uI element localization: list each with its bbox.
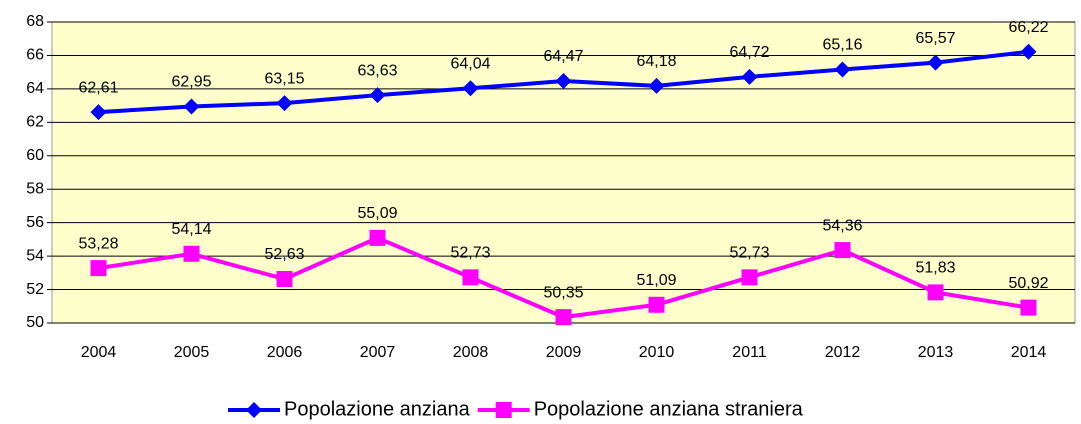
marker xyxy=(834,61,851,78)
legend-label: Popolazione anziana xyxy=(284,398,471,420)
marker xyxy=(369,87,386,104)
y-tick-label: 50 xyxy=(26,314,44,331)
data-label: 54,14 xyxy=(171,221,211,238)
data-label: 62,61 xyxy=(78,79,118,96)
data-label: 62,95 xyxy=(171,74,211,91)
marker xyxy=(927,284,944,301)
data-label: 53,28 xyxy=(78,235,118,252)
marker xyxy=(90,260,107,277)
x-tick-label: 2007 xyxy=(360,344,396,361)
data-label: 50,92 xyxy=(1008,275,1048,292)
data-label: 50,35 xyxy=(543,284,583,301)
legend-marker xyxy=(495,402,512,418)
marker xyxy=(555,309,572,326)
x-tick-label: 2013 xyxy=(918,344,954,361)
x-tick-label: 2006 xyxy=(267,344,303,361)
y-tick-label: 58 xyxy=(26,180,44,197)
y-tick-label: 64 xyxy=(26,80,44,97)
x-tick-label: 2004 xyxy=(81,344,117,361)
data-label: 65,16 xyxy=(822,37,862,54)
plot-area xyxy=(51,21,1076,324)
data-label: 52,73 xyxy=(450,245,490,262)
x-tick-label: 2008 xyxy=(453,344,489,361)
y-tick-label: 68 xyxy=(26,13,44,30)
marker xyxy=(927,54,944,71)
marker xyxy=(1020,43,1037,60)
x-tick-label: 2009 xyxy=(546,344,582,361)
marker xyxy=(183,245,200,262)
x-tick-label: 2005 xyxy=(174,344,210,361)
data-label: 64,72 xyxy=(729,44,769,61)
marker xyxy=(648,296,665,313)
data-label: 63,15 xyxy=(264,70,304,87)
marker xyxy=(462,80,479,97)
marker xyxy=(276,95,293,112)
data-label: 66,22 xyxy=(1008,19,1048,36)
marker xyxy=(369,229,386,246)
data-label: 63,63 xyxy=(357,62,397,79)
marker xyxy=(741,68,758,85)
legend-marker xyxy=(246,402,262,418)
marker xyxy=(834,242,851,259)
marker xyxy=(648,77,665,94)
data-label: 64,18 xyxy=(636,53,676,70)
data-label: 51,83 xyxy=(915,260,955,277)
y-tick-label: 56 xyxy=(26,214,44,231)
data-label: 52,73 xyxy=(729,245,769,262)
marker xyxy=(741,269,758,286)
y-tick-label: 54 xyxy=(26,247,44,264)
x-tick-label: 2012 xyxy=(825,344,861,361)
x-tick-label: 2011 xyxy=(732,344,767,361)
y-tick-label: 66 xyxy=(26,47,44,64)
data-label: 52,63 xyxy=(264,246,304,263)
data-label: 54,36 xyxy=(822,217,862,234)
data-label: 64,04 xyxy=(450,55,490,72)
y-tick-label: 52 xyxy=(26,281,44,298)
marker xyxy=(1020,299,1037,316)
marker xyxy=(90,104,107,121)
marker xyxy=(183,98,200,115)
data-label: 64,47 xyxy=(543,48,583,65)
data-label: 51,09 xyxy=(636,272,676,289)
marker xyxy=(462,269,479,286)
x-tick-label: 2010 xyxy=(639,344,675,361)
x-tick-label: 2014 xyxy=(1011,344,1047,361)
y-tick-label: 60 xyxy=(26,147,44,164)
data-label: 55,09 xyxy=(357,205,397,222)
marker xyxy=(276,271,293,288)
data-label: 65,57 xyxy=(915,30,955,47)
marker xyxy=(555,73,572,90)
legend-label: Popolazione anziana straniera xyxy=(534,398,804,420)
y-tick-label: 62 xyxy=(26,114,44,131)
